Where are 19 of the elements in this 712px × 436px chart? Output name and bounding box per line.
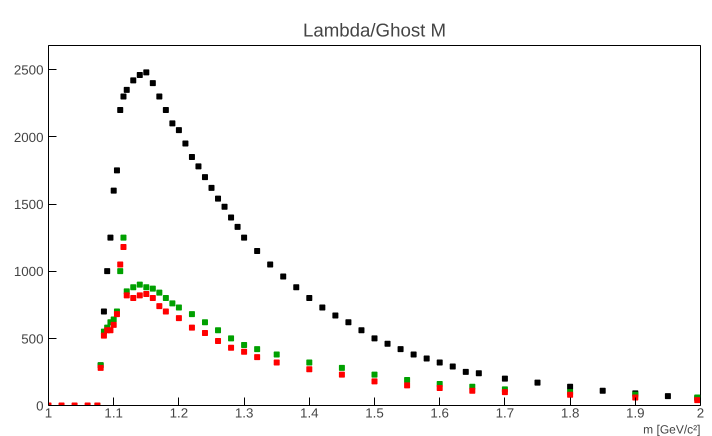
chart-title: Lambda/Ghost M	[302, 20, 446, 40]
x-tick-label: 1.8	[560, 406, 580, 420]
y-tick-label: 1500	[14, 197, 44, 212]
y-tick-label: 1000	[14, 264, 44, 280]
x-tick-label: 1.3	[234, 406, 254, 420]
x-axis-title: m [GeV/c²]	[643, 422, 701, 436]
y-tick-label: 500	[21, 331, 44, 346]
x-tick-label: 2	[696, 406, 704, 420]
x-tick-label: 1.5	[365, 406, 384, 420]
x-tick-label: 1.9	[626, 406, 645, 420]
y-tick-label: 2000	[14, 130, 44, 145]
x-tick-label: 1.2	[170, 406, 188, 420]
y-tick-label: 0	[36, 398, 44, 414]
x-tick-label: 1.1	[104, 406, 123, 420]
x-tick-label: 1.4	[300, 406, 320, 420]
y-tick-label: 2500	[14, 62, 44, 78]
x-tick-label: 1.6	[430, 406, 449, 420]
x-tick-label: 1	[44, 406, 52, 420]
x-tick-label: 1.7	[496, 406, 514, 420]
